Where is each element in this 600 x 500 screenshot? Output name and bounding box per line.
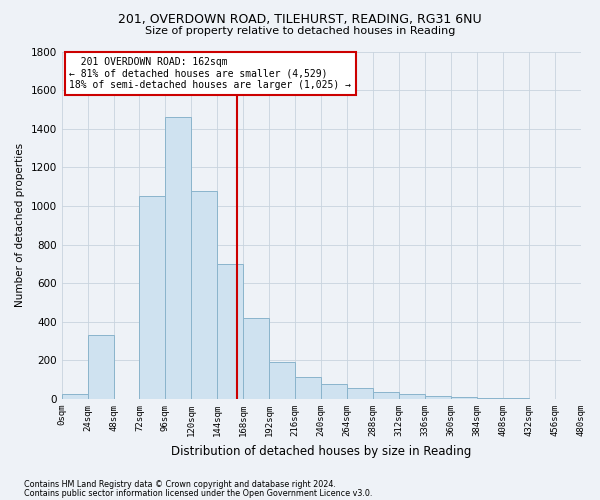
- Bar: [139, 196, 166, 399]
- Text: Size of property relative to detached houses in Reading: Size of property relative to detached ho…: [145, 26, 455, 36]
- Bar: [191, 190, 217, 399]
- Bar: [217, 264, 243, 399]
- Bar: [243, 318, 269, 399]
- X-axis label: Distribution of detached houses by size in Reading: Distribution of detached houses by size …: [171, 444, 471, 458]
- Bar: [88, 336, 113, 399]
- Bar: [477, 398, 503, 399]
- Bar: [373, 392, 399, 399]
- Y-axis label: Number of detached properties: Number of detached properties: [15, 143, 25, 308]
- Text: 201 OVERDOWN ROAD: 162sqm
← 81% of detached houses are smaller (4,529)
18% of se: 201 OVERDOWN ROAD: 162sqm ← 81% of detac…: [70, 56, 352, 90]
- Bar: [425, 396, 451, 399]
- Bar: [62, 394, 88, 399]
- Bar: [269, 362, 295, 399]
- Text: Contains HM Land Registry data © Crown copyright and database right 2024.: Contains HM Land Registry data © Crown c…: [24, 480, 336, 489]
- Text: Contains public sector information licensed under the Open Government Licence v3: Contains public sector information licen…: [24, 488, 373, 498]
- Text: 201, OVERDOWN ROAD, TILEHURST, READING, RG31 6NU: 201, OVERDOWN ROAD, TILEHURST, READING, …: [118, 12, 482, 26]
- Bar: [399, 394, 425, 399]
- Bar: [166, 117, 191, 399]
- Bar: [503, 398, 529, 399]
- Bar: [451, 397, 477, 399]
- Bar: [295, 377, 321, 399]
- Bar: [347, 388, 373, 399]
- Bar: [321, 384, 347, 399]
